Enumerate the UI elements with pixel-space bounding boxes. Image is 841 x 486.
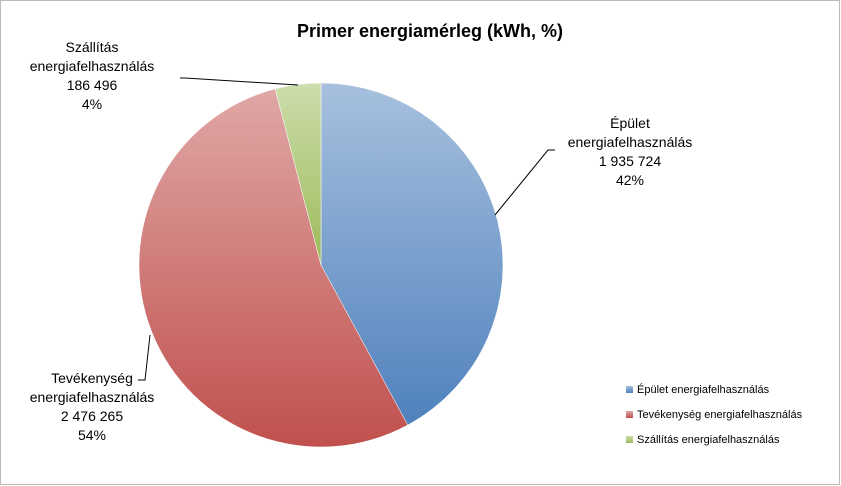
chart-title: Primer energiamérleg (kWh, %) (297, 21, 563, 41)
legend-swatch (626, 411, 633, 418)
legend-label: Tevékenység energiafelhasználás (637, 409, 803, 421)
data-label-name: Tevékenység energiafelhasználás (30, 370, 155, 405)
data-label-value: 186 496 (67, 77, 118, 93)
pie-slice (138, 88, 409, 448)
leader-line (138, 334, 151, 381)
data-label-percent: 4% (82, 96, 102, 112)
data-label-percent: 42% (616, 172, 644, 188)
legend-label: Szállítás energiafelhasználás (637, 434, 780, 446)
leader-line (494, 149, 555, 216)
pie-slice (320, 82, 504, 426)
leader-line (180, 77, 299, 86)
legend-label: Épület energiafelhasználás (637, 383, 770, 396)
legend-swatch (626, 386, 633, 393)
data-label-percent: 54% (78, 427, 106, 443)
data-label-value: 1 935 724 (599, 153, 661, 169)
legend-swatch (626, 436, 633, 443)
data-label-name: Épület energiafelhasználás (568, 115, 693, 150)
data-label-name: Szállítás energiafelhasználás (30, 39, 155, 74)
data-label-value: 2 476 265 (61, 408, 123, 424)
